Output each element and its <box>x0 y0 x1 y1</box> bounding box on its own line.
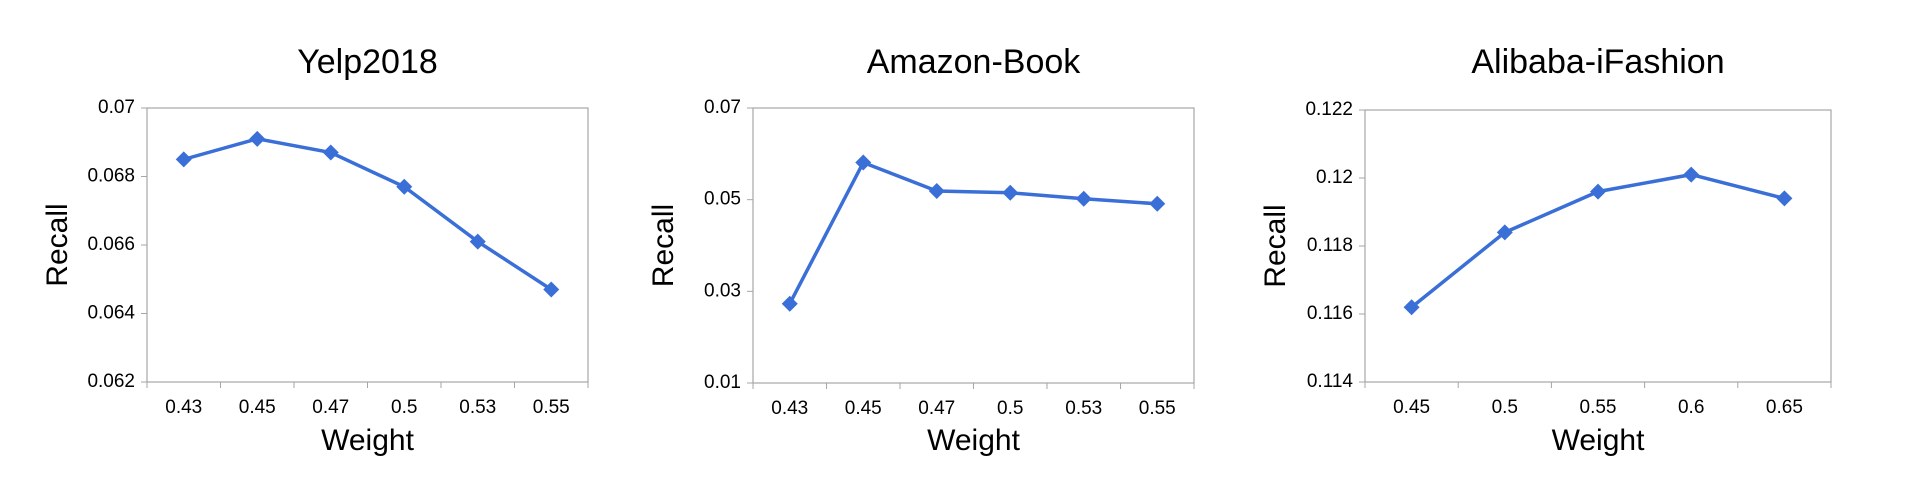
x-tick-label: 0.55 <box>1139 398 1176 419</box>
y-tick-label: 0.118 <box>1307 235 1353 256</box>
y-tick-label: 0.05 <box>704 189 741 210</box>
plot-area <box>1364 109 1832 383</box>
x-tick-label: 0.6 <box>1678 397 1704 418</box>
y-tick-label: 0.064 <box>87 303 135 324</box>
x-tick-label: 0.45 <box>845 398 882 419</box>
data-point <box>543 281 560 298</box>
data-point <box>1776 190 1793 207</box>
data-point <box>1002 184 1019 201</box>
y-axis-label: Recall <box>647 204 680 287</box>
x-tick-label: 0.5 <box>997 398 1023 419</box>
y-tick-label: 0.07 <box>704 97 741 118</box>
data-point <box>855 154 872 171</box>
data-point <box>1075 190 1092 207</box>
y-tick-label: 0.12 <box>1316 167 1353 188</box>
x-tick-label: 0.65 <box>1766 397 1803 418</box>
y-tick-label: 0.116 <box>1307 303 1353 324</box>
x-tick-label: 0.47 <box>312 397 349 418</box>
data-point <box>175 151 192 168</box>
x-tick-label: 0.5 <box>391 397 417 418</box>
chart-title: Alibaba-iFashion <box>1471 43 1724 81</box>
x-tick-label: 0.5 <box>1492 397 1518 418</box>
chart-title: Yelp2018 <box>297 43 438 81</box>
data-point <box>928 182 945 199</box>
x-axis-label: Weight <box>321 424 414 457</box>
plot-area <box>146 107 589 383</box>
y-tick-label: 0.122 <box>1305 99 1353 120</box>
x-tick-label: 0.53 <box>1065 398 1102 419</box>
x-tick-label: 0.45 <box>239 397 276 418</box>
x-tick-label: 0.45 <box>1393 397 1430 418</box>
data-point <box>1149 195 1166 212</box>
x-tick-label: 0.55 <box>533 397 570 418</box>
y-tick-label: 0.07 <box>98 97 135 118</box>
y-axis-label: Recall <box>1259 204 1292 287</box>
data-point <box>781 295 798 312</box>
y-tick-label: 0.068 <box>87 166 135 187</box>
data-point <box>1496 224 1513 241</box>
x-tick-label: 0.55 <box>1580 397 1617 418</box>
data-point <box>1403 299 1420 316</box>
y-tick-label: 0.01 <box>704 372 741 393</box>
x-tick-label: 0.53 <box>459 397 496 418</box>
x-tick-label: 0.43 <box>771 398 808 419</box>
x-axis-label: Weight <box>1552 424 1645 457</box>
y-axis-label: Recall <box>41 203 74 286</box>
x-tick-label: 0.47 <box>918 398 955 419</box>
data-point <box>469 233 486 250</box>
y-tick-label: 0.03 <box>704 280 741 301</box>
data-line <box>183 137 553 291</box>
data-point <box>322 144 339 161</box>
chart-title: Amazon-Book <box>867 43 1082 81</box>
data-point <box>1683 166 1700 183</box>
x-tick-label: 0.43 <box>165 397 202 418</box>
x-axis-label: Weight <box>927 424 1020 457</box>
data-point <box>249 130 266 147</box>
data-point <box>396 178 413 195</box>
y-tick-label: 0.066 <box>87 234 135 255</box>
data-point <box>1590 183 1606 200</box>
y-tick-label: 0.062 <box>87 371 135 392</box>
y-tick-label: 0.114 <box>1307 371 1354 392</box>
data-line <box>788 160 1158 305</box>
